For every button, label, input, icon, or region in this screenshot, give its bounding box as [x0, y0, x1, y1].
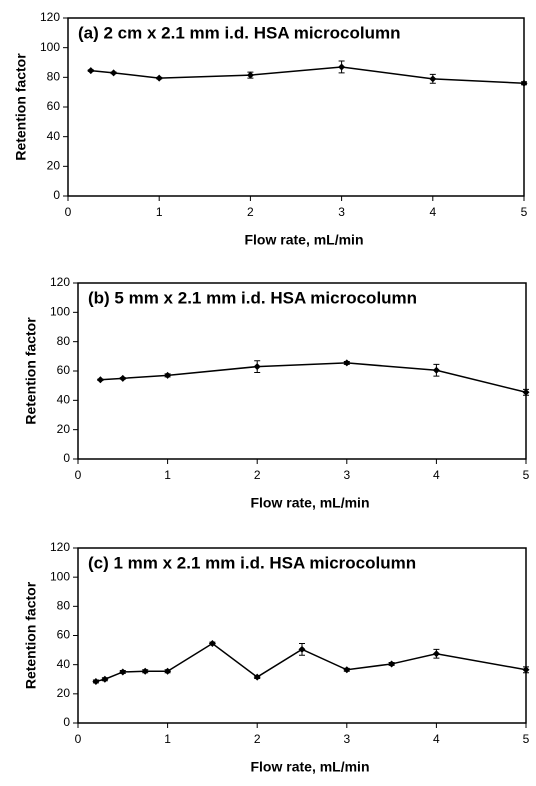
- x-tick-label: 0: [75, 732, 82, 746]
- x-tick-label: 2: [247, 205, 254, 219]
- x-tick-label: 4: [433, 468, 440, 482]
- marker: [110, 69, 118, 77]
- x-axis-label: Flow rate, mL/min: [244, 232, 363, 248]
- x-tick-label: 0: [75, 468, 82, 482]
- data-line: [90, 66, 525, 85]
- chart-title: (b) 5 mm x 2.1 mm i.d. HSA microcolumn: [88, 288, 417, 307]
- marker: [87, 67, 95, 75]
- x-tick-label: 5: [523, 732, 530, 746]
- chart-title: (c) 1 mm x 2.1 mm i.d. HSA microcolumn: [88, 553, 416, 572]
- x-axis-label: Flow rate, mL/min: [250, 759, 369, 775]
- marker: [338, 63, 346, 71]
- chart-title: (a) 2 cm x 2.1 mm i.d. HSA microcolumn: [78, 23, 400, 42]
- marker: [343, 666, 351, 674]
- y-axis-label: Retention factor: [23, 581, 39, 689]
- y-tick-label: 20: [57, 422, 71, 436]
- y-tick-label: 60: [57, 628, 71, 642]
- marker: [119, 668, 127, 676]
- y-tick-label: 80: [47, 70, 61, 84]
- y-axis-label: Retention factor: [23, 317, 39, 425]
- marker: [96, 376, 104, 384]
- x-tick-label: 5: [523, 468, 530, 482]
- y-tick-label: 100: [50, 569, 70, 583]
- x-tick-label: 1: [164, 732, 171, 746]
- y-tick-label: 80: [57, 599, 71, 613]
- marker: [432, 650, 440, 658]
- x-tick-label: 2: [254, 468, 261, 482]
- y-tick-label: 40: [47, 129, 61, 143]
- x-tick-label: 3: [338, 205, 345, 219]
- x-tick-label: 2: [254, 732, 261, 746]
- y-axis-label: Retention factor: [13, 53, 29, 161]
- y-tick-label: 0: [63, 451, 70, 465]
- marker: [246, 71, 254, 79]
- y-tick-label: 20: [47, 159, 61, 173]
- x-axis-label: Flow rate, mL/min: [250, 495, 369, 511]
- marker: [101, 675, 109, 683]
- marker: [520, 79, 528, 87]
- marker: [164, 667, 172, 675]
- y-tick-label: 100: [40, 40, 60, 54]
- marker: [522, 666, 530, 674]
- x-tick-label: 3: [343, 468, 350, 482]
- marker: [298, 645, 306, 653]
- y-tick-label: 120: [50, 540, 70, 554]
- x-tick-label: 1: [164, 468, 171, 482]
- x-tick-label: 0: [65, 205, 72, 219]
- y-tick-label: 80: [57, 334, 71, 348]
- data-line: [100, 362, 527, 393]
- marker: [522, 388, 530, 396]
- x-tick-label: 1: [156, 205, 163, 219]
- marker: [119, 374, 127, 382]
- marker: [253, 673, 261, 681]
- marker: [155, 74, 163, 82]
- marker: [141, 667, 149, 675]
- y-tick-label: 120: [50, 275, 70, 289]
- y-tick-label: 60: [57, 363, 71, 377]
- marker: [164, 371, 172, 379]
- plot-area: [67, 17, 525, 197]
- y-tick-label: 60: [47, 99, 61, 113]
- marker: [343, 359, 351, 367]
- x-tick-label: 4: [433, 732, 440, 746]
- marker: [253, 363, 261, 371]
- y-tick-label: 40: [57, 393, 71, 407]
- x-tick-label: 4: [429, 205, 436, 219]
- y-tick-label: 0: [63, 715, 70, 729]
- y-tick-label: 20: [57, 686, 71, 700]
- y-tick-label: 40: [57, 657, 71, 671]
- x-tick-label: 5: [521, 205, 528, 219]
- marker: [429, 75, 437, 83]
- marker: [388, 660, 396, 668]
- y-tick-label: 100: [50, 305, 70, 319]
- marker: [432, 366, 440, 374]
- plot-area: [77, 547, 527, 724]
- data-line: [95, 642, 527, 683]
- x-tick-label: 3: [343, 732, 350, 746]
- y-tick-label: 120: [40, 10, 60, 24]
- y-tick-label: 0: [53, 188, 60, 202]
- marker: [208, 640, 216, 648]
- plot-area: [77, 282, 527, 460]
- marker: [92, 677, 100, 685]
